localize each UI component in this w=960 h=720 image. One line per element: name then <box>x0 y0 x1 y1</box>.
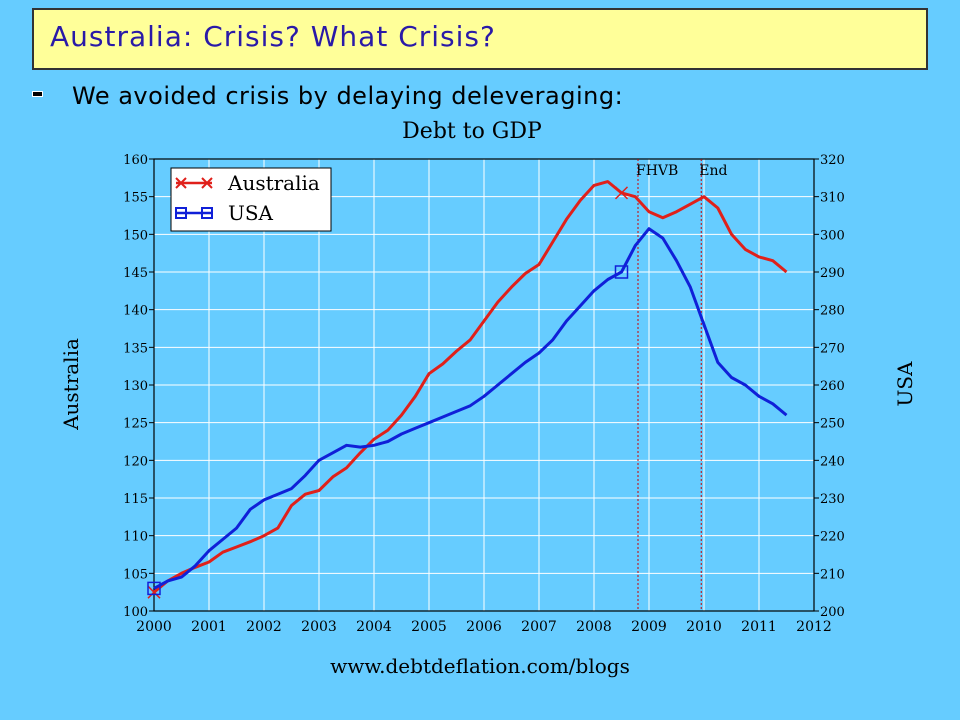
x-tick-label: 2001 <box>191 619 227 635</box>
x-tick-label: 2006 <box>466 619 502 635</box>
left-tick-label: 110 <box>123 530 148 545</box>
legend-usa-marker-1 <box>175 207 187 219</box>
legend-usa-marker-2 <box>201 207 213 219</box>
right-tick-label: 290 <box>820 266 845 281</box>
bullet-text: We avoided crisis by delaying deleveragi… <box>72 82 624 110</box>
right-tick-label: 200 <box>820 605 845 620</box>
left-tick-label: 130 <box>123 379 148 394</box>
right-tick-label: 210 <box>820 567 845 582</box>
left-tick-label: 115 <box>123 492 148 507</box>
left-tick-label: 155 <box>123 191 148 206</box>
x-tick-label: 2007 <box>521 619 557 635</box>
plot-frame <box>153 158 815 612</box>
right-tick-label: 240 <box>820 454 845 469</box>
x-tick-label: 2004 <box>356 619 392 635</box>
right-axis-label: USA <box>893 361 917 407</box>
right-tick-label: 220 <box>820 530 845 545</box>
left-tick-label: 160 <box>123 153 148 168</box>
series-line-usa <box>153 227 788 590</box>
left-tick-label: 105 <box>123 567 148 582</box>
series-marker-usa <box>147 581 161 596</box>
left-tick-label: 140 <box>123 304 148 319</box>
series-marker-australia <box>614 186 629 200</box>
right-tick-label: 310 <box>820 191 845 206</box>
x-tick-label: 2011 <box>741 619 777 635</box>
x-tick-label: 2010 <box>686 619 722 635</box>
left-tick-label: 145 <box>123 266 148 281</box>
annotation-label: End <box>699 163 727 179</box>
x-tick-label: 2005 <box>411 619 447 635</box>
left-tick-label: 120 <box>123 454 148 469</box>
right-tick-label: 250 <box>820 417 845 432</box>
x-tick-label: 2012 <box>796 619 832 635</box>
right-tick-label: 270 <box>820 341 845 356</box>
left-tick-label: 135 <box>123 341 148 356</box>
left-axis-label: Australia <box>59 338 83 431</box>
right-tick-label: 280 <box>820 304 845 319</box>
x-tick-label: 2008 <box>576 619 612 635</box>
legend-usa-label: USA <box>228 201 274 225</box>
series-marker-usa <box>614 265 629 279</box>
slide-title: Australia: Crisis? What Crisis? <box>50 20 496 53</box>
left-tick-label: 150 <box>123 228 148 243</box>
bullet-marker <box>32 91 43 97</box>
chart-title: Debt to GDP <box>402 119 542 144</box>
left-tick-label: 100 <box>123 605 148 620</box>
x-tick-label: 2003 <box>301 619 337 635</box>
plot-area: 2000 2001 2002 2003 2004 2005 2006 2007 2008 2009… <box>123 153 845 635</box>
x-tick-label: 2000 <box>136 619 172 635</box>
legend-box <box>170 167 332 232</box>
series-marker-australia <box>147 585 161 599</box>
legend-australia-marker <box>175 177 213 189</box>
right-tick-label: 230 <box>820 492 845 507</box>
left-tick-label: 125 <box>123 417 148 432</box>
right-tick-label: 320 <box>820 153 845 168</box>
right-tick-label: 260 <box>820 379 845 394</box>
x-tick-label: 2002 <box>246 619 282 635</box>
title-box: Australia: Crisis? What Crisis? <box>32 8 928 70</box>
right-tick-label: 300 <box>820 228 845 243</box>
legend: Australia USA <box>170 167 332 232</box>
footer-url: www.debtdeflation.com/blogs <box>330 654 630 678</box>
x-tick-label: 2009 <box>631 619 667 635</box>
series-line-australia <box>153 180 788 594</box>
legend-australia-label: Australia <box>227 171 320 195</box>
annotation-label: FHVB <box>636 163 678 179</box>
